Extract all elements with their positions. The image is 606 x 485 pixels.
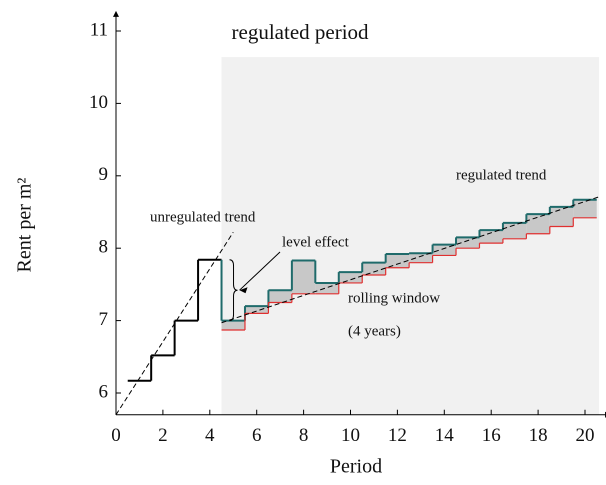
trend-label: regulated trend bbox=[456, 167, 547, 183]
x-axis-label: Period bbox=[330, 456, 382, 478]
annotation: (4 years) bbox=[348, 323, 401, 339]
gap-fill bbox=[244, 306, 269, 314]
trend-label: unregulated trend bbox=[150, 209, 256, 225]
x-tick-label: 0 bbox=[111, 425, 121, 446]
annotation: level effect bbox=[282, 234, 350, 250]
regulated-period-region bbox=[221, 57, 600, 415]
gap-fill bbox=[338, 272, 363, 283]
y-tick-label: 11 bbox=[90, 19, 108, 40]
x-tick-label: 12 bbox=[388, 425, 407, 446]
gap-fill bbox=[291, 260, 316, 294]
gap-fill bbox=[409, 253, 433, 263]
y-tick-label: 9 bbox=[99, 164, 109, 185]
trend-line bbox=[115, 232, 234, 415]
y-tick-label: 10 bbox=[89, 92, 108, 113]
y-tick-label: 6 bbox=[99, 381, 109, 402]
x-tick-label: 6 bbox=[252, 425, 262, 446]
region-label: regulated period bbox=[232, 20, 370, 44]
x-tick-label: 14 bbox=[435, 425, 455, 446]
x-tick-label: 18 bbox=[529, 425, 548, 446]
gap-fill bbox=[385, 253, 410, 268]
annotation: rolling window bbox=[348, 290, 440, 306]
gap-fill bbox=[456, 237, 480, 249]
gap-fill bbox=[502, 222, 527, 239]
x-tick-label: 10 bbox=[341, 425, 360, 446]
gap-fill bbox=[573, 199, 597, 218]
y-axis-arrow bbox=[113, 10, 119, 17]
level-arrowhead bbox=[239, 287, 248, 294]
x-tick-label: 20 bbox=[576, 425, 595, 446]
gap-fill bbox=[526, 214, 550, 234]
x-tick-label: 4 bbox=[205, 425, 215, 446]
gap-fill bbox=[432, 244, 457, 256]
trend-line bbox=[221, 196, 600, 324]
gap-fill bbox=[479, 230, 503, 244]
gap-fill bbox=[268, 290, 292, 303]
y-tick-label: 7 bbox=[99, 309, 109, 330]
gap-fill bbox=[315, 282, 339, 294]
y-tick-label: 8 bbox=[99, 237, 109, 258]
level-arrow bbox=[239, 251, 281, 291]
x-tick-label: 8 bbox=[299, 425, 309, 446]
x-tick-label: 16 bbox=[482, 425, 501, 446]
level-brace bbox=[229, 259, 238, 322]
y-axis-label: Rent per m² bbox=[14, 178, 36, 273]
x-tick-label: 2 bbox=[158, 425, 168, 446]
gap-fill bbox=[221, 320, 245, 331]
gap-fill bbox=[549, 206, 574, 227]
gap-fill bbox=[362, 262, 386, 275]
